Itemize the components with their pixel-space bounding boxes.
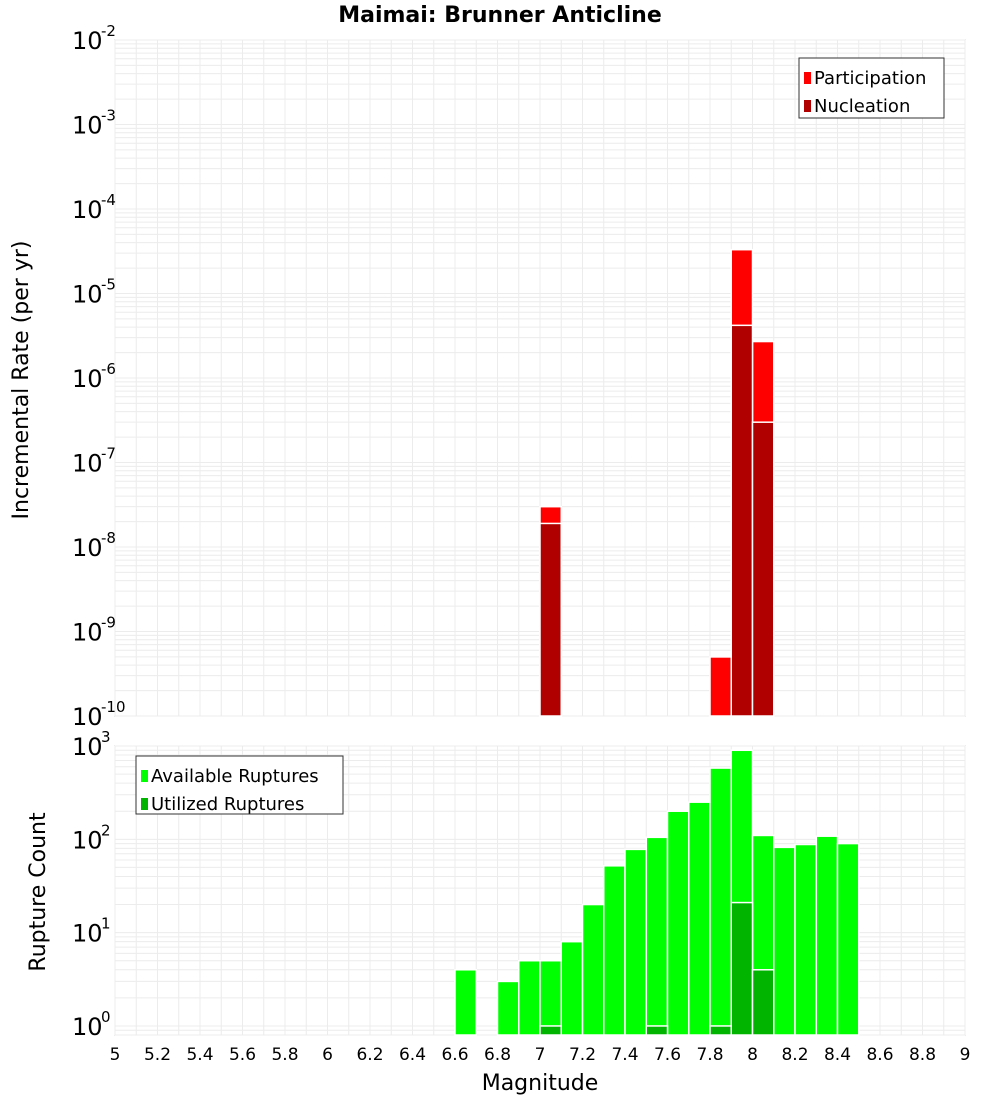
x-tick-label: 8.6: [866, 1045, 893, 1065]
bottom-bar-available-ruptures-8: [645, 836, 669, 1036]
bottom-bar-utilized-ruptures-2: [709, 1025, 732, 1036]
bottom-bar-available-ruptures-5: [581, 903, 605, 1036]
top-y-tick-exponent: -10: [101, 698, 126, 716]
bottom-y-tick-label: 10: [72, 920, 103, 948]
x-tick-label: 5.6: [229, 1045, 256, 1065]
bottom-bar-available-ruptures-0: [454, 969, 477, 1036]
bottom-bar-utilized-ruptures-0: [539, 1025, 562, 1036]
top-legend-label: Participation: [814, 68, 926, 89]
bottom-y-tick-exponent: 3: [101, 728, 111, 746]
top-legend-swatch: [804, 100, 811, 112]
bottom-legend-swatch: [141, 798, 148, 810]
x-tick-label: 6: [322, 1045, 333, 1065]
top-y-tick-label: 10: [72, 27, 103, 55]
bottom-bar-available-ruptures-14: [773, 846, 796, 1036]
top-legend-box: [798, 57, 945, 119]
top-y-tick-exponent: -6: [101, 360, 116, 378]
top-legend: Participation Nucleation: [798, 57, 945, 119]
bottom-bar-available-ruptures-10: [688, 801, 711, 1036]
top-bar-nucleation-2: [751, 421, 775, 717]
bottom-legend-swatch: [141, 770, 148, 782]
top-legend-swatch: [804, 72, 811, 84]
top-y-tick-label: 10: [72, 703, 103, 731]
bottom-bar-available-ruptures-3: [539, 959, 562, 1036]
bottom-legend-label: Available Ruptures: [151, 766, 319, 787]
bottom-bar-utilized-ruptures-4: [751, 969, 775, 1036]
x-axis-ticks: 5 5.2 5.4 5.6 5.8 6 6.2 6.4 6.6 6.8 7 7.2 7.4 7.6 7.8 8…: [110, 1045, 971, 1065]
bottom-legend: Available Ruptures Utilized Ruptures: [135, 755, 344, 815]
x-tick-label: 7.8: [696, 1045, 723, 1065]
bottom-y-tick-label: 10: [72, 1013, 103, 1041]
x-tick-label: 6.2: [356, 1045, 383, 1065]
x-tick-label: 5.8: [271, 1045, 298, 1065]
bottom-bar-utilized-ruptures-1: [645, 1025, 669, 1036]
top-y-tick-label: 10: [72, 450, 103, 478]
top-y-tick-label: 10: [72, 534, 103, 562]
top-y-tick-label: 10: [72, 281, 103, 309]
bottom-y-tick-exponent: 0: [101, 1008, 111, 1026]
top-y-tick-exponent: -4: [101, 191, 116, 209]
chart-title: Maimai: Brunner Anticline: [338, 3, 662, 28]
bottom-legend-box: [135, 755, 344, 815]
bottom-y-tick-label: 10: [72, 826, 103, 854]
bottom-y-axis-title: Rupture Count: [26, 812, 51, 972]
x-tick-label: 6.6: [441, 1045, 468, 1065]
x-tick-label: 7: [535, 1045, 546, 1065]
x-tick-label: 5.4: [186, 1045, 213, 1065]
top-y-tick-label: 10: [72, 196, 103, 224]
x-tick-label: 8.2: [781, 1045, 808, 1065]
top-bar-nucleation-0: [539, 522, 562, 717]
x-axis-title: Magnitude: [482, 1071, 599, 1096]
bottom-y-tick-exponent: 2: [101, 821, 111, 839]
bottom-bar-utilized-ruptures-3: [730, 901, 754, 1036]
top-y-tick-exponent: -8: [101, 529, 116, 547]
bottom-bar-available-ruptures-11: [709, 767, 732, 1036]
x-tick-label: 8: [747, 1045, 758, 1065]
x-tick-label: 5.2: [144, 1045, 171, 1065]
x-tick-label: 8.4: [824, 1045, 851, 1065]
top-y-tick-exponent: -2: [101, 22, 116, 40]
x-tick-label: 7.6: [654, 1045, 681, 1065]
x-tick-label: 7.4: [611, 1045, 638, 1065]
top-y-tick-exponent: -9: [101, 614, 116, 632]
x-tick-label: 7.2: [569, 1045, 596, 1065]
top-y-tick-exponent: -3: [101, 107, 116, 125]
x-tick-label: 8.8: [909, 1045, 936, 1065]
bottom-bar-available-ruptures-7: [624, 848, 647, 1036]
bottom-bar-available-ruptures-16: [815, 835, 839, 1036]
top-bar-participation-1: [709, 656, 732, 717]
bottom-bar-available-ruptures-4: [560, 940, 584, 1036]
x-tick-label: 6.4: [399, 1045, 426, 1065]
bottom-y-tick-label: 10: [72, 733, 103, 761]
top-y-tick-exponent: -7: [101, 445, 116, 463]
bottom-y-tick-exponent: 1: [101, 915, 111, 933]
bottom-bar-available-ruptures-15: [794, 843, 817, 1036]
top-y-tick-label: 10: [72, 112, 103, 140]
bottom-legend-label: Utilized Ruptures: [151, 794, 304, 815]
x-tick-label: 5: [110, 1045, 121, 1065]
bottom-bar-available-ruptures-9: [666, 810, 690, 1036]
top-y-tick-label: 10: [72, 619, 103, 647]
top-y-tick-exponent: -5: [101, 276, 116, 294]
top-y-axis-title: Incremental Rate (per yr): [9, 241, 34, 520]
bottom-bar-available-ruptures-17: [836, 842, 860, 1036]
top-legend-label: Nucleation: [814, 96, 910, 117]
x-tick-label: 9: [960, 1045, 971, 1065]
x-tick-label: 6.8: [484, 1045, 511, 1065]
bottom-bar-available-ruptures-2: [518, 959, 541, 1036]
top-bar-nucleation-1: [730, 324, 754, 717]
bottom-bar-available-ruptures-6: [603, 865, 626, 1036]
bottom-bar-available-ruptures-1: [496, 980, 520, 1036]
top-y-tick-label: 10: [72, 365, 103, 393]
